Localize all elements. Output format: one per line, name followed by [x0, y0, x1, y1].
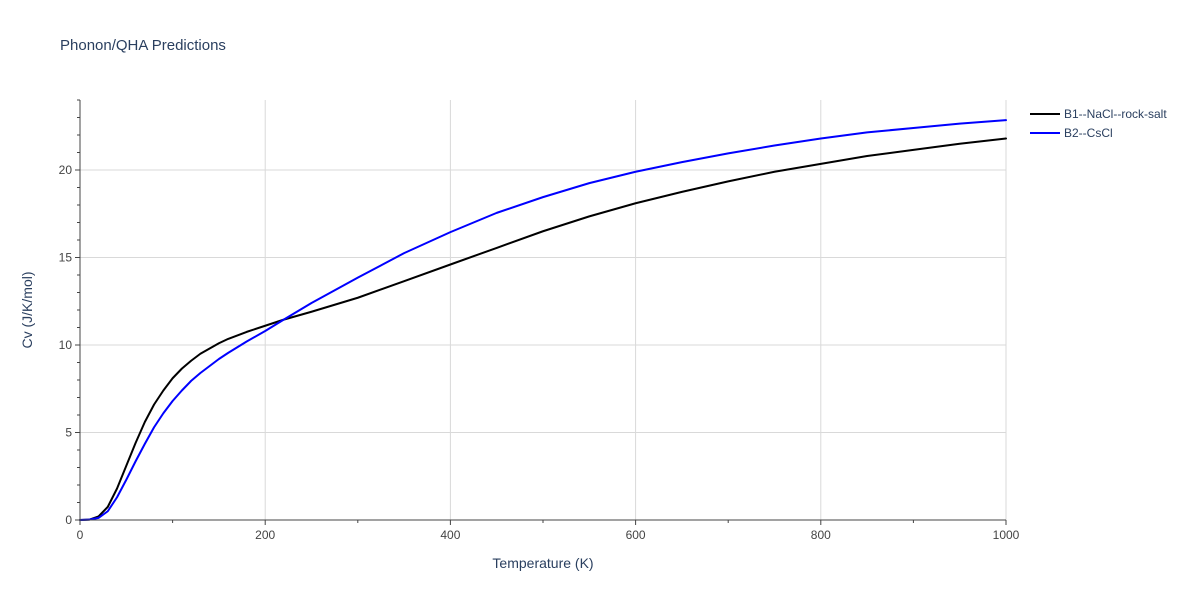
- axes: [75, 99, 1007, 525]
- y-tick-label: 15: [59, 251, 73, 265]
- y-axis-title: Cv (J/K/mol): [19, 272, 35, 349]
- legend-label: B2--CsCl: [1064, 126, 1113, 140]
- x-axis-title: Temperature (K): [492, 555, 593, 571]
- y-tick-label: 20: [59, 163, 73, 177]
- grid: [80, 100, 1007, 520]
- x-tick-label: 0: [77, 528, 84, 542]
- plot-area: [79, 119, 1007, 521]
- x-tick-label: 1000: [993, 528, 1020, 542]
- y-tick-label: 10: [59, 338, 73, 352]
- x-tick-label: 400: [440, 528, 460, 542]
- y-tick-label: 0: [65, 513, 72, 527]
- x-tick-label: 600: [626, 528, 646, 542]
- legend-item-1[interactable]: B2--CsCl: [1030, 126, 1113, 140]
- series-line-0[interactable]: [79, 137, 1007, 521]
- x-tick-label: 200: [255, 528, 275, 542]
- chart-title: Phonon/QHA Predictions: [60, 37, 226, 54]
- legend-label: B1--NaCl--rock-salt: [1064, 107, 1167, 121]
- legend-item-0[interactable]: B1--NaCl--rock-salt: [1030, 107, 1167, 121]
- series-line-1[interactable]: [79, 119, 1007, 521]
- y-tick-label: 5: [65, 426, 72, 440]
- tick-labels: 0 200 400 600 800 1000 0 5 10 15 20: [59, 163, 1020, 542]
- legend[interactable]: B1--NaCl--rock-salt B2--CsCl: [1030, 107, 1167, 140]
- x-tick-label: 800: [811, 528, 831, 542]
